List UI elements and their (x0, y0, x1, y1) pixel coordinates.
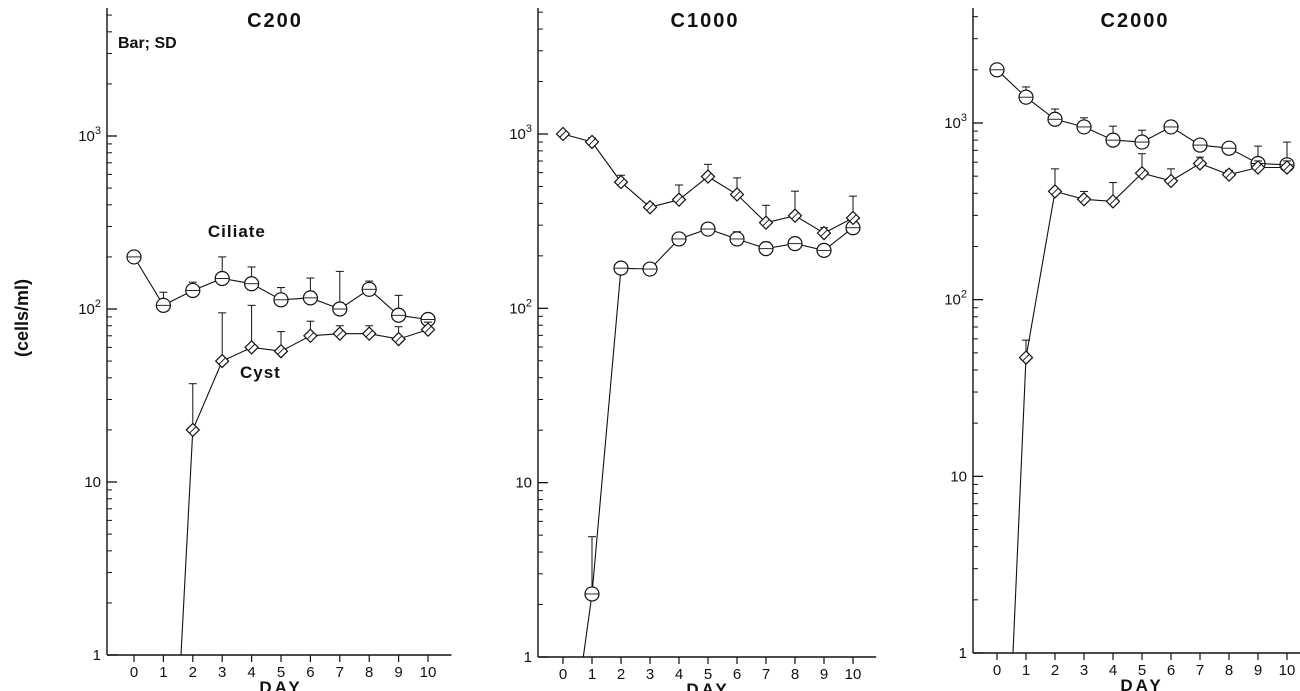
series-circle: Ciliate (126, 222, 436, 328)
x-tick-label: 6 (1167, 662, 1175, 679)
chart-panel-c1000: C1000 1 10 102 103 0 1 2 3 4 5 6 7 8 9 10 DAY (509, 8, 877, 691)
series-label-cyst: Cyst (240, 363, 281, 382)
series-diamond: Cyst (180, 304, 436, 656)
marker-crossbar (424, 326, 432, 334)
series-line (180, 329, 429, 656)
x-tick-label: 10 (1279, 662, 1296, 679)
x-tick-label: 6 (306, 664, 314, 681)
x-tick-label: 2 (617, 666, 625, 683)
x-tick-label: 0 (993, 662, 1001, 679)
x-tick-label: 7 (336, 664, 344, 681)
x-axis-label: DAY (686, 680, 729, 691)
x-tick-label: 8 (365, 664, 373, 681)
marker-crossbar (617, 178, 625, 186)
x-tick-label: 3 (1080, 662, 1088, 679)
y-tick-label: 10 (950, 468, 967, 485)
x-tick-label: 2 (1051, 662, 1059, 679)
x-tick-label: 9 (1254, 662, 1262, 679)
marker-crossbar (277, 347, 285, 355)
marker-crossbar (218, 357, 226, 365)
x-tick-label: 5 (704, 666, 712, 683)
chart-title: C1000 (671, 10, 740, 32)
x-tick-label: 0 (559, 666, 567, 683)
marker-crossbar (1109, 197, 1117, 205)
x-tick-label: 2 (189, 664, 197, 681)
chart-title: C200 (247, 10, 303, 32)
marker-crossbar (791, 212, 799, 220)
series-circle (582, 220, 861, 658)
marker-crossbar (1022, 354, 1030, 362)
x-tick-label: 7 (762, 666, 770, 683)
x-tick-label: 4 (247, 664, 255, 681)
x-tick-label: 3 (218, 664, 226, 681)
y-axis-label: (cells/ml) (12, 279, 32, 357)
x-tick-label: 4 (1109, 662, 1117, 679)
y-tick-label: 102 (944, 289, 967, 309)
marker-crossbar (733, 190, 741, 199)
y-tick-label: 1 (93, 647, 101, 664)
marker-crossbar (365, 330, 373, 338)
x-tick-label: 6 (733, 666, 741, 683)
y-tick-label: 1 (524, 649, 532, 666)
x-axis-label: DAY (1120, 676, 1163, 691)
y-tick-label: 103 (509, 123, 532, 143)
x-tick-label: 9 (820, 666, 828, 683)
marker-crossbar (1254, 163, 1262, 172)
series-diamond (555, 126, 861, 241)
y-tick-label: 103 (78, 125, 101, 145)
x-tick-label: 10 (420, 664, 437, 681)
y-tick-label: 102 (509, 297, 532, 317)
error-bar-note: Bar; SD (118, 35, 177, 52)
x-tick-label: 1 (159, 664, 167, 681)
x-tick-label: 1 (1022, 662, 1030, 679)
marker-crossbar (306, 332, 314, 340)
marker-crossbar (559, 130, 567, 138)
marker-crossbar (762, 219, 770, 227)
marker-crossbar (1138, 169, 1146, 177)
x-tick-label: 3 (646, 666, 654, 683)
marker-crossbar (675, 196, 683, 204)
marker-crossbar (1196, 159, 1204, 168)
series-line (582, 227, 854, 658)
y-tick-label: 103 (944, 112, 967, 132)
x-tick-label: 5 (277, 664, 285, 681)
marker-crossbar (189, 426, 197, 434)
marker-crossbar (1051, 187, 1059, 195)
marker-crossbar (646, 203, 654, 211)
y-tick-label: 10 (84, 474, 101, 491)
marker-crossbar (704, 172, 712, 181)
series-line (996, 69, 1288, 166)
marker-crossbar (588, 138, 596, 146)
series-line (1012, 162, 1287, 654)
x-tick-label: 0 (130, 664, 138, 681)
marker-crossbar (1080, 195, 1088, 203)
x-tick-label: 9 (394, 664, 402, 681)
marker-crossbar (395, 335, 403, 343)
marker-crossbar (849, 214, 857, 222)
series-label-ciliate: Ciliate (208, 222, 266, 241)
series-diamond (1012, 153, 1295, 654)
marker-crossbar (820, 229, 828, 237)
x-tick-label: 1 (588, 666, 596, 683)
x-tick-label: 8 (791, 666, 799, 683)
x-axis-label: DAY (259, 678, 302, 691)
x-tick-label: 5 (1138, 662, 1146, 679)
x-tick-label: 8 (1225, 662, 1233, 679)
x-tick-label: 4 (675, 666, 683, 683)
y-tick-label: 10 (515, 475, 532, 492)
marker-crossbar (1283, 163, 1291, 172)
x-tick-label: 10 (845, 666, 862, 683)
chart-panel-c200: C200 1 10 102 103 0 1 2 3 4 5 6 7 8 9 10 DAY Ciliate Cyst (78, 8, 452, 691)
marker-crossbar (248, 343, 256, 351)
marker-crossbar (1167, 177, 1175, 185)
marker-crossbar (336, 330, 344, 338)
marker-crossbar (1225, 171, 1233, 179)
chart-panel-c2000: C2000 1 10 102 103 0 1 2 3 4 5 6 7 8 9 10 DAY (944, 8, 1300, 691)
chart-title: C2000 (1101, 10, 1170, 32)
y-tick-label: 102 (78, 298, 101, 318)
y-tick-label: 1 (959, 645, 967, 662)
x-tick-label: 7 (1196, 662, 1204, 679)
